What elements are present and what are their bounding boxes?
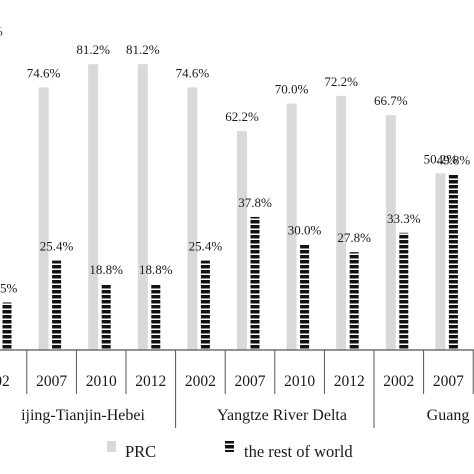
x-tick-label: 2010: [284, 373, 315, 390]
data-label-prc: 81.2%: [126, 42, 160, 57]
bar-rest-of-world: [101, 283, 111, 350]
group-labels-layer: ijing-Tianjin-Hebei Yangtze River Delta Gu…: [21, 407, 469, 424]
bar-rest-of-world: [448, 174, 458, 350]
bar-rest-of-world: [2, 302, 12, 350]
x-group-label: Guang: [427, 407, 470, 424]
bar-rest-of-world: [250, 216, 260, 350]
tick-marks-layer: [26, 350, 474, 428]
data-label-prc: 50.2%: [424, 151, 458, 166]
legend-swatch-prc: [107, 441, 116, 452]
data-label-prc: 74.6%: [27, 65, 61, 80]
legend-swatch-rest-of-world: [225, 441, 234, 452]
data-label-rest-of-world: 25.4%: [189, 239, 223, 254]
data-label-rest-of-world: .5%: [0, 280, 17, 295]
bar-rest-of-world: [300, 244, 310, 350]
x-tick-label: 2010: [86, 373, 117, 390]
bar-prc: [336, 95, 347, 350]
data-label-prc: 70.0%: [275, 82, 309, 97]
bar-rest-of-world: [200, 260, 210, 350]
bar-prc: [286, 103, 297, 350]
bar-rest-of-world: [349, 252, 359, 350]
bar-prc: [385, 115, 396, 350]
x-tick-label: 2007: [235, 373, 266, 390]
bars-layer: [2, 64, 458, 351]
data-label-rest-of-world: 30.0%: [288, 222, 322, 237]
data-label-prc: 74.6%: [176, 65, 210, 80]
legend-label-prc: PRC: [125, 442, 156, 461]
data-label-rest-of-world: 18.8%: [139, 262, 173, 277]
bar-prc: [137, 64, 148, 351]
data-label-rest-of-world: 18.8%: [89, 262, 123, 277]
value-labels-layer: 5% .5% 74.6% 25.4% 81.2% 18.8% 81.2% 18.8% 74.6%…: [0, 24, 471, 296]
bar-prc: [187, 87, 198, 351]
x-tick-label: 2012: [334, 373, 365, 390]
x-tick-label: 2012: [135, 373, 166, 390]
x-tick-label: 2007: [36, 373, 67, 390]
bar-rest-of-world: [52, 260, 62, 350]
bar-rest-of-world: [399, 232, 409, 350]
data-label-prc: 72.2%: [324, 74, 358, 89]
tick-labels-layer: 022007201020122002200720102012200220072: [0, 373, 464, 390]
x-tick-label: 02: [0, 373, 10, 390]
x-group-label: Yangtze River Delta: [217, 407, 347, 424]
data-label-prc: 5%: [0, 24, 3, 39]
data-label-prc: 62.2%: [225, 109, 259, 124]
data-label-rest-of-world: 49.8%: [437, 153, 471, 168]
legend-label-rest-of-world: the rest of world: [244, 442, 353, 461]
legend: PRC the rest of world: [107, 441, 353, 461]
bar-prc: [237, 131, 247, 350]
x-group-label: ijing-Tianjin-Hebei: [21, 407, 145, 424]
data-label-rest-of-world: 37.8%: [238, 195, 272, 210]
bar-prc: [88, 64, 99, 351]
data-label-prc: 66.7%: [374, 93, 408, 108]
data-label-rest-of-world: 27.8%: [337, 230, 371, 245]
data-label-rest-of-world: 25.4%: [40, 239, 74, 254]
bar-prc: [38, 87, 49, 351]
data-label-prc: 81.2%: [76, 42, 110, 57]
bar-rest-of-world: [151, 283, 161, 350]
x-tick-label: 2002: [383, 373, 414, 390]
x-tick-label: 2002: [185, 373, 216, 390]
x-tick-label: 2007: [433, 373, 464, 390]
bar-prc: [435, 173, 446, 350]
data-label-rest-of-world: 33.3%: [387, 211, 421, 226]
